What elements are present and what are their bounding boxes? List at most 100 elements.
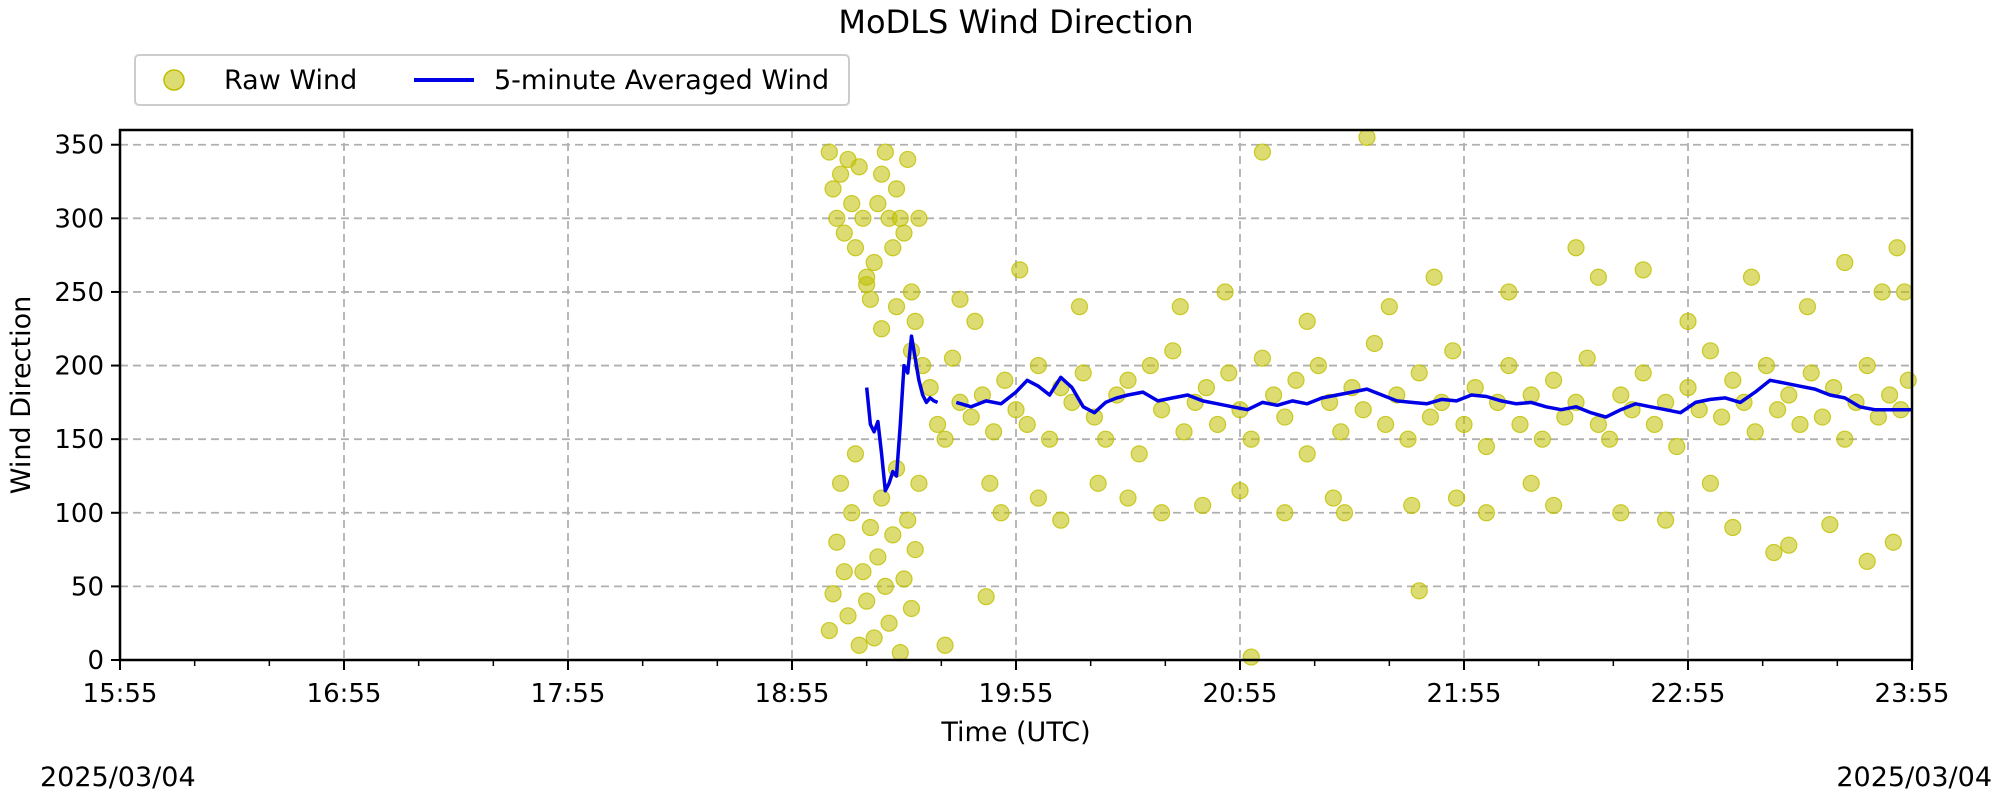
raw-wind-point	[876, 577, 894, 595]
raw-wind-point	[1798, 298, 1817, 316]
raw-wind-point	[910, 209, 928, 227]
raw-wind-point	[1701, 474, 1720, 492]
raw-wind-point	[1029, 356, 1048, 375]
raw-wind-point	[1421, 408, 1440, 426]
raw-wind-point	[1171, 298, 1189, 316]
raw-wind-point	[1544, 371, 1563, 389]
raw-wind-point	[1380, 298, 1398, 316]
raw-wind-point	[984, 423, 1003, 441]
raw-wind-point	[1757, 356, 1776, 375]
raw-wind-point	[1425, 268, 1443, 286]
raw-wind-point	[1070, 298, 1089, 316]
raw-wind-point	[1089, 474, 1107, 492]
raw-wind-point	[1253, 143, 1272, 161]
raw-wind-point	[1018, 415, 1036, 434]
x-axis-ticks: 15:55 16:55 17:55 18:55 19:55 20:55 21:55 22:55…	[83, 660, 1950, 709]
raw-wind-point	[1264, 386, 1283, 404]
raw-wind-point	[1403, 496, 1421, 515]
raw-wind-points	[820, 128, 1917, 666]
raw-wind-point	[1679, 312, 1697, 330]
raw-wind-point	[1365, 334, 1384, 353]
raw-wind-point	[835, 224, 853, 242]
averaged-wind-segment	[864, 334, 939, 493]
raw-wind-point	[1791, 415, 1809, 434]
raw-wind-point	[880, 614, 898, 632]
x-tick-label: 23:55	[1875, 679, 1950, 709]
raw-wind-point	[1634, 364, 1652, 382]
raw-wind-point	[820, 143, 838, 161]
raw-wind-point	[1085, 408, 1104, 426]
legend-frame	[134, 54, 850, 106]
y-tick-label: 200	[54, 352, 104, 382]
raw-wind-point	[951, 290, 969, 308]
legend: Raw Wind 5-minute Averaged Wind	[134, 54, 850, 106]
raw-wind-point	[1724, 518, 1742, 537]
raw-wind-point	[1522, 386, 1540, 404]
raw-wind-point	[1399, 430, 1417, 448]
x-tick-label: 19:55	[979, 679, 1054, 709]
raw-wind-point	[1612, 386, 1630, 404]
date-label-left: 2025/03/04	[40, 762, 196, 793]
averaged-wind-line	[864, 334, 1912, 493]
raw-wind-point	[1742, 268, 1761, 286]
raw-wind-point	[899, 511, 917, 529]
raw-wind-point	[996, 371, 1014, 389]
raw-wind-point	[992, 504, 1010, 522]
raw-wind-point	[1119, 489, 1137, 507]
raw-wind-point	[1873, 283, 1891, 301]
raw-wind-point	[1813, 408, 1832, 426]
raw-wind-point	[1152, 401, 1171, 419]
raw-wind-point	[1216, 283, 1234, 301]
raw-wind-point	[928, 415, 947, 434]
y-tick-label: 0	[87, 646, 104, 676]
raw-wind-point	[899, 150, 917, 169]
raw-wind-point	[1656, 511, 1675, 529]
raw-wind-point	[1533, 430, 1552, 448]
raw-wind-point	[1220, 364, 1238, 382]
raw-wind-point	[1888, 239, 1906, 257]
raw-wind-point	[1899, 371, 1917, 389]
raw-wind-point	[1511, 415, 1529, 434]
raw-wind-point	[872, 165, 891, 183]
raw-wind-point	[1444, 342, 1462, 360]
raw-wind-point	[1376, 415, 1395, 434]
raw-wind-point	[1544, 496, 1563, 515]
raw-wind-point	[1477, 437, 1496, 456]
raw-wind-point	[910, 474, 928, 492]
raw-wind-point	[1335, 504, 1354, 522]
raw-wind-point	[1194, 496, 1212, 515]
raw-wind-point	[872, 320, 891, 338]
chart-title: MoDLS Wind Direction	[838, 3, 1193, 41]
y-axis-label: Wind Direction	[6, 296, 37, 494]
raw-wind-point	[1884, 533, 1902, 551]
raw-wind-point	[831, 474, 850, 492]
raw-wind-point	[936, 430, 954, 448]
raw-wind-point	[839, 607, 857, 625]
raw-wind-point	[831, 165, 850, 183]
raw-wind-point	[1724, 371, 1742, 389]
raw-wind-point	[1007, 401, 1025, 419]
raw-wind-point	[906, 540, 924, 559]
raw-wind-point	[1276, 504, 1294, 522]
raw-wind-point	[1358, 128, 1376, 146]
raw-wind-point	[865, 629, 883, 647]
raw-wind-point	[1880, 386, 1899, 404]
raw-wind-point	[1600, 430, 1619, 448]
legend-label-raw-wind: Raw Wind	[224, 65, 357, 96]
raw-wind-point	[872, 489, 891, 507]
raw-wind-point	[1768, 401, 1787, 419]
x-tick-label: 18:55	[755, 679, 830, 709]
y-axis-ticks: 0 50 100 150 200 250 300 350	[54, 131, 120, 676]
raw-wind-point	[1324, 489, 1342, 507]
raw-wind-point	[854, 563, 872, 581]
raw-wind-point	[1276, 408, 1294, 426]
date-label-right: 2025/03/04	[1836, 762, 1992, 793]
raw-wind-point	[1052, 511, 1070, 529]
raw-wind-point	[1410, 582, 1428, 600]
x-tick-label: 20:55	[1203, 679, 1278, 709]
raw-wind-point	[887, 298, 906, 316]
raw-wind-point	[1701, 342, 1720, 360]
raw-wind-point	[850, 158, 868, 176]
x-axis-label: Time (UTC)	[940, 717, 1090, 748]
raw-wind-point	[846, 445, 865, 463]
